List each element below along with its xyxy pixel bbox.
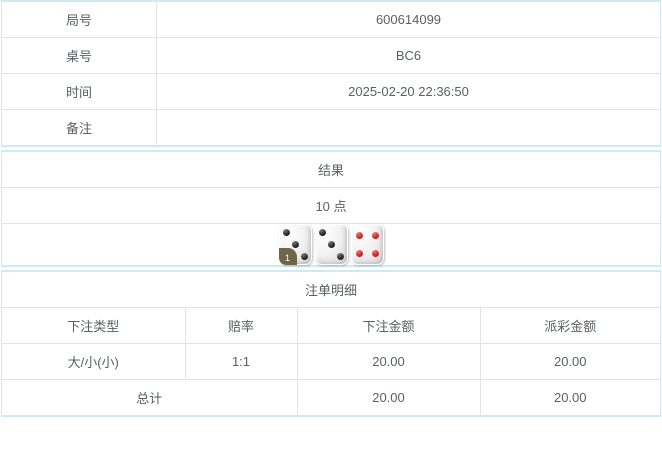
die-pip — [300, 253, 308, 260]
bet-total-payout: 20.00 — [479, 379, 660, 416]
bet-section-header: 注单明细 — [2, 271, 660, 308]
column-header-payout-amount: 派彩金额 — [479, 307, 660, 344]
round-info-block: 局号 600614099 桌号 BC6 时间 2025-02-20 22:36:… — [1, 0, 661, 147]
result-section-header-row: 结果 — [2, 151, 660, 188]
table-row: 时间 2025-02-20 22:36:50 — [2, 73, 660, 110]
info-label-remark: 备注 — [2, 109, 157, 146]
die-3 — [350, 224, 384, 265]
die-pip — [318, 229, 326, 236]
result-block: 结果 10 点 — [1, 150, 661, 267]
table-row: 大/小(小) 1:1 20.00 20.00 — [2, 343, 660, 380]
info-value-time: 2025-02-20 22:36:50 — [156, 73, 660, 110]
die-2 — [314, 224, 348, 265]
bet-total-amount: 20.00 — [296, 379, 481, 416]
round-info-table: 局号 600614099 桌号 BC6 时间 2025-02-20 22:36:… — [2, 1, 660, 146]
bet-amount-value: 20.00 — [296, 343, 481, 380]
info-label-time: 时间 — [2, 73, 157, 110]
die-pip — [355, 250, 363, 257]
bet-column-header-row: 下注类型 赔率 下注金额 派彩金额 — [2, 307, 660, 344]
die-pip — [336, 253, 344, 260]
result-points: 10 点 — [2, 187, 660, 224]
info-label-table-no: 桌号 — [2, 37, 157, 74]
die-pip — [371, 250, 379, 257]
column-header-odds: 赔率 — [184, 307, 298, 344]
result-dice-cell: 1 — [2, 223, 660, 266]
result-points-row: 10 点 — [2, 187, 660, 224]
die-1-face — [282, 228, 309, 261]
result-dice-row: 1 — [2, 223, 660, 266]
bet-total-label: 总计 — [2, 379, 298, 416]
bet-detail-table: 注单明细 下注类型 赔率 下注金额 派彩金额 大/小(小) 1:1 20.00 … — [2, 271, 660, 416]
result-section-header: 结果 — [2, 151, 660, 188]
bet-odds-value: 1:1 — [184, 343, 298, 380]
info-value-round-no: 600614099 — [156, 1, 660, 38]
column-header-bet-type: 下注类型 — [2, 307, 186, 344]
die-3-face — [354, 228, 381, 261]
die-pip — [327, 241, 335, 248]
bet-detail-block: 注单明细 下注类型 赔率 下注金额 派彩金额 大/小(小) 1:1 20.00 … — [1, 270, 661, 417]
result-table: 结果 10 点 — [2, 151, 660, 266]
bet-payout-value: 20.00 — [479, 343, 660, 380]
column-header-bet-amount: 下注金额 — [296, 307, 481, 344]
die-1-badge: 1 — [278, 248, 297, 265]
info-value-remark — [156, 109, 660, 146]
bet-total-row: 总计 20.00 20.00 — [2, 379, 660, 416]
die-2-face — [318, 228, 345, 261]
table-row: 备注 — [2, 109, 660, 146]
die-1: 1 — [278, 224, 312, 265]
die-pip — [371, 232, 379, 239]
die-pip — [355, 232, 363, 239]
bet-type-value: 大/小(小) — [2, 343, 186, 380]
table-row: 桌号 BC6 — [2, 37, 660, 74]
bet-section-header-row: 注单明细 — [2, 271, 660, 308]
dice-group: 1 — [2, 224, 660, 265]
info-value-table-no: BC6 — [156, 37, 660, 74]
table-row: 局号 600614099 — [2, 1, 660, 38]
die-pip — [282, 229, 290, 236]
info-label-round-no: 局号 — [2, 1, 157, 38]
die-pip — [291, 241, 299, 248]
